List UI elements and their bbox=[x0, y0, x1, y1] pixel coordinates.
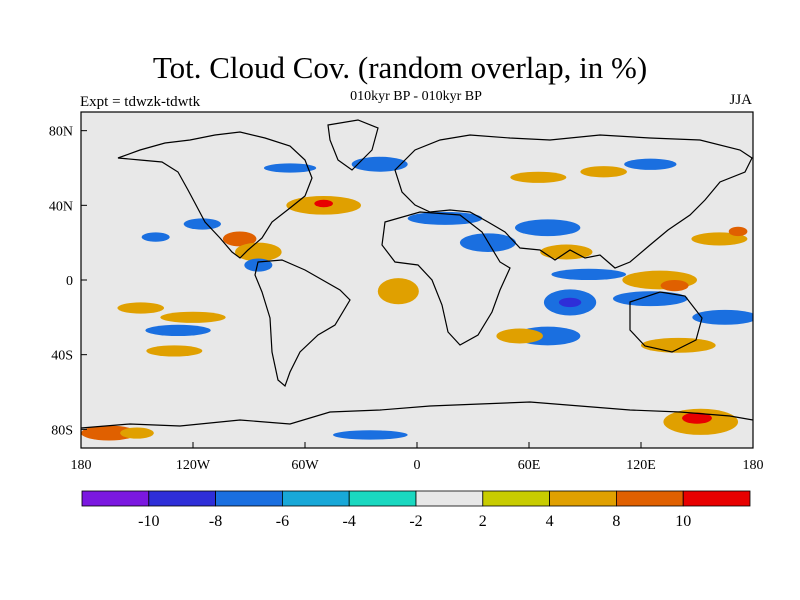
anomaly-patch bbox=[351, 156, 408, 172]
coastline-australia bbox=[629, 291, 703, 353]
colorbar-label: 4 bbox=[546, 513, 554, 530]
anomaly-layer bbox=[81, 156, 753, 441]
colorbar-label: -6 bbox=[276, 513, 289, 530]
colorbar-box bbox=[482, 490, 550, 507]
colorbar-box bbox=[682, 490, 751, 507]
colorbar-box bbox=[281, 490, 350, 507]
coastline-eurasia bbox=[394, 134, 753, 269]
colorbar-box bbox=[549, 490, 617, 507]
y-tick-label: 80S bbox=[51, 423, 73, 438]
map-subtitle: 010kyr BP - 010kyr BP bbox=[350, 89, 482, 104]
coastline-south-america bbox=[254, 259, 351, 388]
anomaly-patch bbox=[263, 163, 317, 173]
anomaly-patch bbox=[314, 199, 333, 208]
colorbar-label: -8 bbox=[209, 513, 222, 530]
anomaly-patch bbox=[496, 328, 543, 344]
colorbar-label: -4 bbox=[343, 513, 356, 530]
anomaly-patch bbox=[160, 311, 226, 323]
anomaly-patch bbox=[81, 425, 137, 441]
x-tick-label: 180 bbox=[71, 458, 92, 473]
x-axis: 180 120W 60W 0 60E 120E 180 bbox=[71, 442, 764, 473]
anomaly-patch bbox=[235, 242, 282, 262]
x-tick-label: 60E bbox=[518, 458, 541, 473]
anomaly-patch bbox=[515, 219, 581, 237]
colorbar-box bbox=[81, 490, 150, 507]
colorbar-label: 2 bbox=[479, 513, 487, 530]
colorbar-label: 8 bbox=[612, 513, 620, 530]
anomaly-patch bbox=[728, 226, 748, 237]
colorbar-box bbox=[616, 490, 684, 507]
anomaly-patch bbox=[580, 166, 628, 178]
coastline-north-america bbox=[117, 131, 313, 259]
anomaly-patch bbox=[117, 302, 165, 314]
colorbar-label: -2 bbox=[409, 513, 422, 530]
anomaly-patch bbox=[222, 231, 257, 247]
anomaly-patch bbox=[183, 218, 221, 230]
y-tick-label: 40N bbox=[49, 199, 73, 214]
colorbar-box bbox=[415, 490, 484, 507]
anomaly-patch bbox=[641, 337, 716, 353]
anomaly-patch bbox=[146, 345, 203, 357]
colorbar-label: 10 bbox=[675, 513, 691, 530]
anomaly-patch bbox=[244, 258, 273, 272]
season-label: JJA bbox=[729, 92, 752, 108]
anomaly-patch bbox=[141, 232, 170, 242]
colorbar-box bbox=[348, 490, 417, 507]
y-axis: 80N 40N 0 40S 80S bbox=[49, 125, 87, 438]
colorbar-box bbox=[215, 490, 283, 507]
x-tick-label: 120E bbox=[626, 458, 656, 473]
anomaly-patch bbox=[407, 211, 483, 225]
experiment-label: Expt = tdwzk-tdwtk bbox=[80, 94, 201, 110]
anomaly-patch bbox=[613, 291, 688, 307]
coastline-greenland bbox=[327, 119, 379, 171]
anomaly-patch bbox=[377, 278, 419, 305]
x-tick-label: 60W bbox=[291, 458, 319, 473]
anomaly-patch bbox=[510, 171, 567, 183]
anomaly-patch bbox=[333, 430, 408, 440]
anomaly-patch bbox=[691, 232, 748, 246]
colorbar-label: -10 bbox=[138, 513, 159, 530]
anomaly-patch bbox=[624, 158, 677, 170]
colorbar-box bbox=[148, 490, 217, 507]
anomaly-patch bbox=[120, 427, 154, 439]
coastline-antarctica bbox=[81, 401, 753, 429]
anomaly-patch bbox=[692, 309, 753, 325]
coastline-layer bbox=[81, 119, 753, 429]
anomaly-patch bbox=[660, 280, 689, 292]
y-tick-label: 0 bbox=[66, 274, 73, 289]
y-tick-label: 80N bbox=[49, 125, 73, 140]
anomaly-patch bbox=[558, 297, 582, 308]
anomaly-patch bbox=[145, 324, 211, 336]
x-tick-label: 0 bbox=[414, 458, 421, 473]
coastline-africa bbox=[381, 211, 511, 346]
anomaly-patch bbox=[551, 268, 627, 280]
anomaly-patch bbox=[682, 412, 712, 424]
x-tick-label: 180 bbox=[743, 458, 764, 473]
y-tick-label: 40S bbox=[51, 349, 73, 364]
x-tick-label: 120W bbox=[176, 458, 211, 473]
colorbar: -10 -8 -6 -4 -2 2 4 8 10 bbox=[81, 490, 751, 530]
map-title: Tot. Cloud Cov. (random overlap, in %) bbox=[152, 50, 648, 85]
